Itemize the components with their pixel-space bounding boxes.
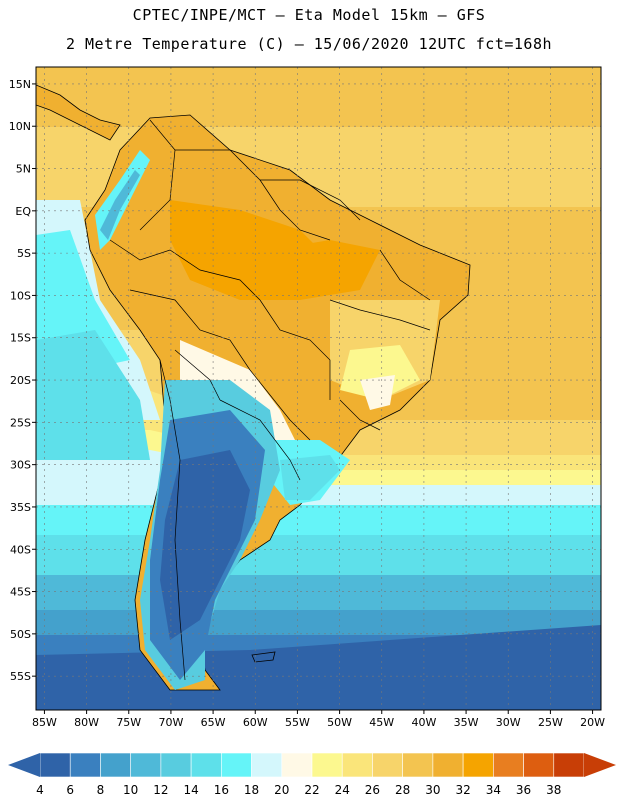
- lon-tick-label: 35W: [454, 716, 479, 729]
- colorbar-swatch: [493, 752, 524, 778]
- lat-tick-label: 20S: [10, 374, 31, 387]
- colorbar-label: 8: [97, 783, 105, 797]
- colorbar-label: 20: [274, 783, 289, 797]
- map-title: CPTEC/INPE/MCT – Eta Model 15km – GFS: [132, 6, 486, 24]
- colorbar-high-arrow: [584, 753, 616, 777]
- colorbar-label: 22: [304, 783, 319, 797]
- map-field: [36, 67, 601, 710]
- colorbar-swatch: [39, 752, 71, 778]
- lon-tick-label: 50W: [327, 716, 352, 729]
- lon-tick-label: 80W: [74, 716, 99, 729]
- colorbar-swatch: [402, 752, 434, 778]
- lat-tick-label: 55S: [10, 670, 31, 683]
- lat-tick-label: EQ: [15, 205, 31, 218]
- lat-tick-label: 10N: [9, 120, 31, 133]
- colorbar-swatch: [281, 752, 313, 778]
- colorbar-swatch: [190, 752, 222, 778]
- colorbar-low-arrow: [8, 753, 40, 777]
- colorbar-swatch: [160, 752, 192, 778]
- lat-tick-label: 30S: [10, 459, 31, 472]
- colorbar-swatch: [311, 752, 343, 778]
- lat-tick-label: 40S: [10, 543, 31, 556]
- colorbar-label: 28: [395, 783, 410, 797]
- colorbar-label: 10: [123, 783, 138, 797]
- colorbar-label: 38: [546, 783, 561, 797]
- lat-tick-label: 10S: [10, 289, 31, 302]
- lon-tick-label: 40W: [411, 716, 436, 729]
- lon-tick-label: 70W: [158, 716, 183, 729]
- lon-tick-label: 55W: [285, 716, 310, 729]
- colorbar-swatch: [462, 752, 494, 778]
- lon-tick-label: 60W: [243, 716, 268, 729]
- lon-tick-label: 25W: [538, 716, 563, 729]
- colorbar-swatch: [69, 752, 101, 778]
- colorbar-label: 32: [455, 783, 470, 797]
- lat-tick-label: 45S: [10, 586, 31, 599]
- lat-tick-label: 5N: [16, 163, 31, 176]
- colorbar-swatch: [523, 752, 555, 778]
- colorbar-swatch: [251, 752, 283, 778]
- colorbar-label: 4: [36, 783, 44, 797]
- colorbar-swatch: [100, 752, 131, 778]
- colorbar-swatch: [341, 752, 373, 778]
- colorbar-label: 16: [214, 783, 229, 797]
- lat-tick-label: 15N: [9, 78, 31, 91]
- colorbar-swatch: [553, 752, 585, 778]
- colorbar-swatch: [372, 752, 403, 778]
- colorbar-swatch: [221, 752, 252, 778]
- lon-tick-label: 65W: [201, 716, 226, 729]
- lon-tick-label: 85W: [32, 716, 57, 729]
- colorbar-label: 14: [183, 783, 198, 797]
- colorbar-label: 26: [365, 783, 380, 797]
- map-gridlines: [36, 67, 601, 710]
- colorbar-label: 30: [425, 783, 440, 797]
- lon-tick-label: 75W: [116, 716, 141, 729]
- colorbar-label: 24: [335, 783, 350, 797]
- lat-tick-label: 5S: [17, 247, 31, 260]
- colorbar-swatch: [130, 752, 162, 778]
- lat-tick-label: 50S: [10, 628, 31, 641]
- map-subtitle: 2 Metre Temperature (C) – 15/06/2020 12U…: [65, 35, 553, 53]
- country-borders: [109, 119, 431, 681]
- colorbar-label: 34: [486, 783, 501, 797]
- lon-tick-label: 45W: [369, 716, 394, 729]
- lat-tick-label: 25S: [10, 416, 31, 429]
- colorbar-label: 12: [153, 783, 168, 797]
- lat-tick-label: 35S: [10, 501, 31, 514]
- colorbar-label: 18: [244, 783, 259, 797]
- lat-tick-label: 15S: [10, 332, 31, 345]
- map-frame: [35, 66, 602, 711]
- colorbar: 4 6 8 10 12 14 16 18 20 22 24 26 28 30 32 34 36 38: [8, 752, 616, 797]
- colorbar-label: 36: [516, 783, 531, 797]
- lon-tick-label: 20W: [580, 716, 605, 729]
- colorbar-swatch: [432, 752, 464, 778]
- map-axis-ticks: 85W 80W 75W 70W 65W 60W 55W 50W 45W 40W 35W 30W 25W 2…: [9, 78, 605, 729]
- colorbar-label: 6: [66, 783, 74, 797]
- lon-tick-label: 30W: [496, 716, 521, 729]
